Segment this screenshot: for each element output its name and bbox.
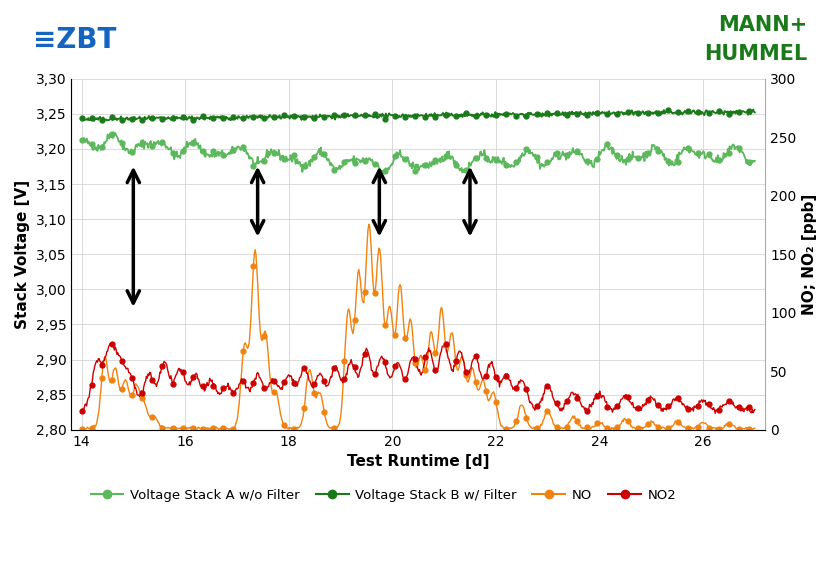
X-axis label: Test Runtime [d]: Test Runtime [d]	[347, 454, 489, 469]
Y-axis label: NO; NO₂ [ppb]: NO; NO₂ [ppb]	[802, 194, 817, 315]
Text: MANN+: MANN+	[718, 15, 807, 34]
Text: ≡ZBT: ≡ZBT	[33, 26, 116, 54]
Legend: Voltage Stack A w/o Filter, Voltage Stack B w/ Filter, NO, NO2: Voltage Stack A w/o Filter, Voltage Stac…	[85, 484, 681, 508]
Text: HUMMEL: HUMMEL	[704, 44, 807, 63]
Y-axis label: Stack Voltage [V]: Stack Voltage [V]	[15, 180, 30, 329]
